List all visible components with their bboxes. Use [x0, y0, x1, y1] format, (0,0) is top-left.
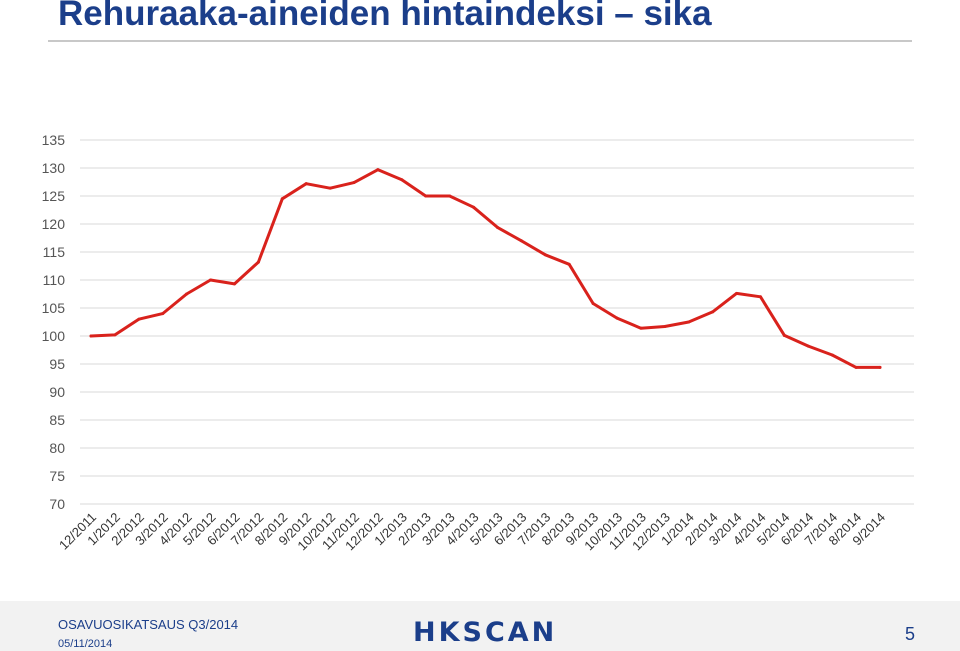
data-point [137, 317, 141, 321]
data-point [161, 312, 165, 316]
chart-svg: 13513012512011511010510095908580757012/2… [42, 132, 914, 553]
footer-date: 05/11/2014 [58, 638, 113, 650]
y-tick-label: 125 [42, 188, 66, 204]
data-point [519, 239, 523, 243]
y-tick-label: 100 [42, 328, 66, 344]
data-point [328, 186, 332, 190]
data-point [615, 316, 619, 320]
data-point [448, 194, 452, 198]
footer-report-label: OSAVUOSIKATSAUS Q3/2014 [58, 617, 239, 632]
data-point [878, 365, 882, 369]
y-tick-label: 95 [49, 356, 65, 372]
data-point [711, 310, 715, 314]
data-point [89, 334, 93, 338]
y-tick-label: 115 [43, 244, 66, 260]
data-point [232, 282, 236, 286]
data-point [376, 168, 380, 172]
company-logo: HKSCAN [413, 617, 558, 648]
data-point [495, 225, 499, 229]
data-point [113, 333, 117, 337]
y-tick-label: 75 [49, 468, 65, 484]
y-tick-label: 90 [49, 384, 65, 400]
y-tick-label: 70 [49, 496, 65, 512]
data-point [256, 260, 260, 264]
series-line [89, 168, 882, 369]
data-point [472, 205, 476, 209]
y-tick-label: 135 [42, 132, 66, 148]
data-point [280, 197, 284, 201]
y-tick-label: 130 [42, 160, 66, 176]
data-point [687, 320, 691, 324]
data-point [830, 353, 834, 357]
y-tick-label: 120 [42, 216, 66, 232]
data-point [758, 295, 762, 299]
data-point [735, 291, 739, 295]
y-tick-label: 110 [43, 272, 66, 288]
data-point [806, 344, 810, 348]
data-point [663, 324, 667, 328]
data-point [400, 178, 404, 182]
data-point [543, 253, 547, 257]
y-tick-label: 80 [49, 440, 65, 456]
data-point [591, 302, 595, 306]
data-point [782, 333, 786, 337]
footer-bar: OSAVUOSIKATSAUS Q3/2014 05/11/2014 HKSCA… [0, 601, 960, 651]
price-index-chart: 135 130 125 120 115 110 105 100 95 90 85 80 75 70 12/2… [42, 132, 914, 553]
title-divider [48, 40, 912, 42]
y-tick-label: 85 [49, 412, 65, 428]
data-point [304, 182, 308, 186]
page-number: 5 [905, 624, 916, 644]
data-point [567, 262, 571, 266]
data-point [352, 181, 356, 185]
data-point [639, 326, 643, 330]
y-tick-label: 105 [42, 300, 66, 316]
data-point [854, 365, 858, 369]
data-point [209, 278, 213, 282]
page-title: Rehuraaka-aineiden hintaindeksi – sika [58, 0, 712, 33]
data-point [185, 292, 189, 296]
data-point [424, 194, 428, 198]
